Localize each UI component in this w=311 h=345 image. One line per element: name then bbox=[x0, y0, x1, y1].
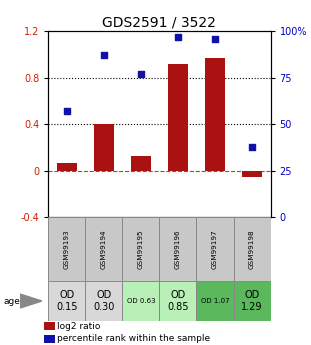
Bar bbox=[44, 335, 54, 343]
Text: OD
1.29: OD 1.29 bbox=[241, 290, 263, 312]
Point bbox=[249, 144, 254, 149]
Bar bbox=[85, 217, 122, 281]
Text: log2 ratio: log2 ratio bbox=[57, 322, 100, 331]
Bar bbox=[122, 217, 159, 281]
Bar bbox=[205, 58, 225, 171]
Text: OD
0.85: OD 0.85 bbox=[167, 290, 189, 312]
Point bbox=[212, 36, 217, 41]
Bar bbox=[57, 162, 77, 171]
Bar bbox=[168, 64, 188, 171]
Title: GDS2591 / 3522: GDS2591 / 3522 bbox=[102, 16, 216, 30]
Bar bbox=[44, 323, 54, 331]
Bar bbox=[234, 217, 271, 281]
Text: OD 0.63: OD 0.63 bbox=[127, 298, 155, 304]
Text: GSM99196: GSM99196 bbox=[175, 229, 181, 269]
Point bbox=[175, 34, 180, 39]
Text: GSM99194: GSM99194 bbox=[101, 229, 107, 269]
Text: GSM99198: GSM99198 bbox=[249, 229, 255, 269]
Bar bbox=[85, 281, 122, 321]
Point bbox=[101, 52, 106, 58]
Polygon shape bbox=[20, 294, 42, 308]
Bar bbox=[242, 171, 262, 177]
Bar bbox=[159, 281, 197, 321]
Bar bbox=[48, 281, 85, 321]
Text: GSM99195: GSM99195 bbox=[138, 229, 144, 269]
Bar bbox=[131, 156, 151, 171]
Text: age: age bbox=[3, 296, 20, 306]
Text: GSM99193: GSM99193 bbox=[64, 229, 70, 269]
Bar bbox=[197, 281, 234, 321]
Point bbox=[64, 108, 69, 114]
Text: OD 1.07: OD 1.07 bbox=[201, 298, 229, 304]
Text: GSM99197: GSM99197 bbox=[212, 229, 218, 269]
Bar bbox=[94, 124, 114, 171]
Bar bbox=[234, 281, 271, 321]
Point bbox=[138, 71, 143, 77]
Text: OD
0.30: OD 0.30 bbox=[93, 290, 114, 312]
Bar bbox=[159, 217, 197, 281]
Text: OD
0.15: OD 0.15 bbox=[56, 290, 77, 312]
Bar bbox=[48, 217, 85, 281]
Bar bbox=[197, 217, 234, 281]
Bar bbox=[122, 281, 159, 321]
Text: percentile rank within the sample: percentile rank within the sample bbox=[57, 334, 210, 343]
